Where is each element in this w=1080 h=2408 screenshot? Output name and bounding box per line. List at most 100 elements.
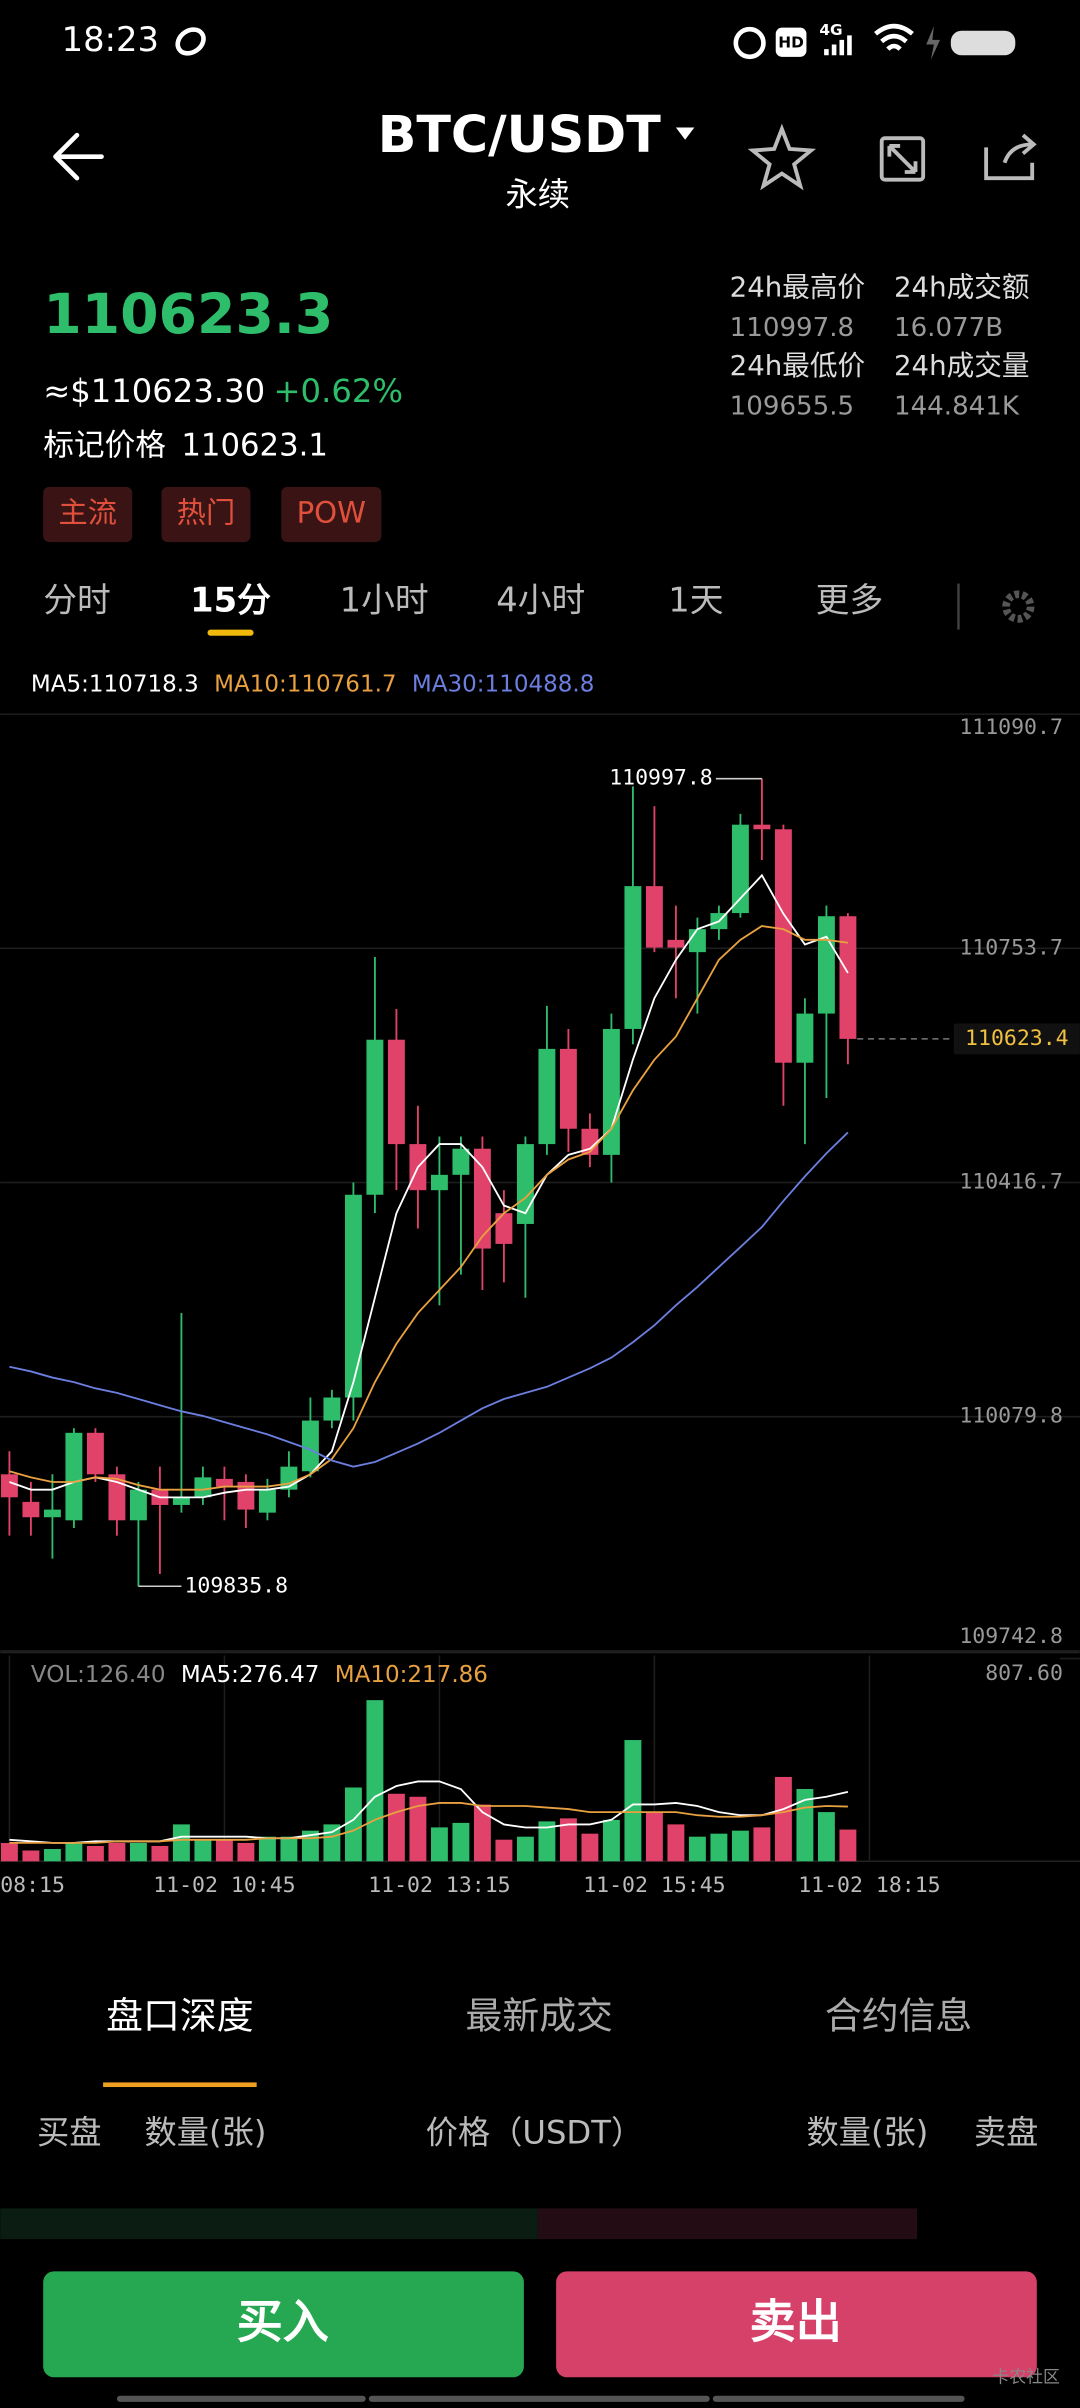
y-tick-label: 109742.8: [959, 1624, 1063, 1649]
order-book-column: 价格（USDT）: [426, 2114, 644, 2152]
volume-bar: [215, 1839, 233, 1862]
volume-bar: [667, 1824, 685, 1862]
candle-body: [258, 1489, 276, 1513]
pair-subtitle: 永续: [505, 176, 569, 214]
volume-bar: [172, 1824, 190, 1862]
candle-body: [667, 939, 685, 948]
volume-legend: VOL:126.40: [31, 1662, 166, 1688]
candle-body: [301, 1420, 319, 1472]
candle-body: [366, 1039, 384, 1195]
candle-body: [86, 1432, 104, 1475]
last-price: 110623.3: [43, 283, 333, 347]
candle-body: [323, 1397, 341, 1421]
volume-bar: [624, 1740, 642, 1862]
status-time: 18:23: [62, 20, 159, 59]
interval-tab[interactable]: 15分: [190, 581, 271, 620]
volume-bar: [581, 1833, 599, 1862]
x-tick-label: 11-02 13:15: [368, 1873, 510, 1898]
fullscreen-button[interactable]: [879, 136, 926, 182]
candle-body: [688, 929, 706, 953]
interval-underline: [207, 629, 254, 636]
volume-bar: [774, 1776, 792, 1862]
network-label: 4G: [819, 21, 842, 39]
x-tick-label: 11-02 10:45: [153, 1873, 295, 1898]
tag: [43, 486, 133, 543]
stat-value: 16.077B: [894, 313, 1003, 343]
volume-ma-legend: MA10:217.86: [335, 1662, 488, 1688]
app-icon: [175, 27, 206, 56]
volume-bar: [538, 1821, 556, 1862]
volume-bar: [559, 1818, 577, 1862]
fullscreen-arrows: [887, 143, 918, 174]
order-book-column: 卖盘: [974, 2114, 1038, 2152]
volume-bar: [366, 1700, 384, 1862]
interval-tab[interactable]: 更多: [816, 581, 884, 620]
order-book-column: 数量(张): [806, 2114, 928, 2152]
candle-body: [387, 1039, 405, 1145]
volume-bar: [839, 1829, 857, 1862]
interval-tab[interactable]: 4小时: [496, 581, 585, 620]
volume-bar: [710, 1833, 728, 1862]
ma-line: [9, 1131, 849, 1468]
section-tab[interactable]: 最新成交: [466, 1994, 613, 2037]
stat-value: 109655.5: [730, 391, 855, 421]
buy-label[interactable]: 买入: [237, 2295, 329, 2349]
candle-body: [796, 1013, 814, 1063]
pair-title[interactable]: BTC/USDT: [378, 105, 662, 164]
back-button[interactable]: [53, 132, 104, 181]
volume-bar: [344, 1787, 362, 1862]
price-change: +0.62%: [274, 372, 403, 410]
last-price-label: 110623.4: [965, 1026, 1069, 1051]
candle-body: [645, 886, 663, 948]
interval-tab[interactable]: 分时: [43, 581, 111, 620]
ma-legend: MA10:110761.7: [214, 671, 396, 697]
interval-tab[interactable]: 1天: [668, 581, 723, 620]
candle-body: [194, 1477, 212, 1498]
volume-bar: [0, 1842, 18, 1862]
buy-button[interactable]: [43, 2271, 524, 2378]
candle-body: [538, 1048, 556, 1145]
candle-body: [452, 1148, 470, 1175]
order-book-column: 买盘: [37, 2114, 102, 2152]
candle-body: [559, 1048, 577, 1129]
volume-bar: [495, 1839, 513, 1862]
sell-label[interactable]: 卖出: [750, 2295, 842, 2349]
candle-body: [172, 1497, 190, 1505]
volume-bar: [473, 1804, 491, 1862]
candle-body: [108, 1474, 126, 1521]
stat-label: 24h最低价: [730, 349, 866, 382]
tag: [281, 486, 382, 543]
candle-body: [839, 916, 857, 1039]
candle-body: [774, 829, 792, 1063]
share-button[interactable]: [984, 133, 1037, 181]
candle-body: [215, 1478, 233, 1487]
volume-bar: [151, 1845, 169, 1862]
pair-dropdown[interactable]: [675, 127, 695, 140]
ask-depth-bar: [537, 2208, 918, 2240]
bid-depth-bar: [0, 2208, 538, 2240]
order-book-column: 数量(张): [145, 2114, 267, 2152]
volume-bar: [108, 1842, 126, 1862]
volume-bar: [280, 1836, 298, 1862]
sell-button[interactable]: [556, 2271, 1037, 2378]
volume-bar: [258, 1836, 276, 1862]
watermark: 卡农社区: [992, 2366, 1060, 2386]
low-label: 109835.8: [184, 1573, 288, 1598]
volume-ma-line: [9, 1802, 848, 1844]
interval-tab[interactable]: 1小时: [340, 581, 429, 620]
last-price-box: [953, 1023, 1080, 1055]
section-tab[interactable]: 盘口深度: [106, 1994, 253, 2037]
y-tick-label: 110416.7: [959, 1170, 1063, 1195]
volume-bar: [731, 1830, 749, 1862]
volume-bar: [452, 1822, 470, 1862]
signal-icon: [824, 35, 852, 56]
favorite-button[interactable]: [747, 123, 817, 191]
ma-line: [9, 873, 849, 1499]
volume-bar: [43, 1848, 61, 1862]
stat-value: 110997.8: [730, 313, 855, 343]
charging-icon: [926, 26, 941, 60]
candle-body: [602, 1028, 620, 1155]
section-tab[interactable]: 合约信息: [825, 1994, 972, 2037]
